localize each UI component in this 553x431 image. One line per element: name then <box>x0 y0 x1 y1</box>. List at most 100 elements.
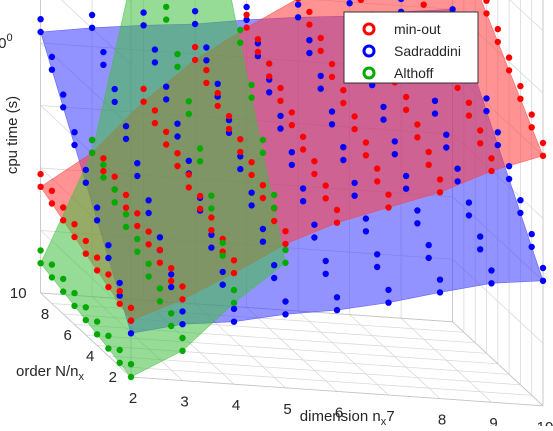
data-point-sadraddini <box>425 241 432 249</box>
x-tick-label: 8 <box>438 412 446 426</box>
data-point-min-out <box>134 210 141 217</box>
x-tick-label: 3 <box>180 394 188 411</box>
data-point-sadraddini <box>191 20 199 28</box>
data-point-sadraddini <box>477 233 484 240</box>
data-point-min-out <box>402 93 410 101</box>
data-point-althoff <box>60 288 67 295</box>
data-point-althoff <box>282 246 289 254</box>
data-point-althoff <box>196 158 204 165</box>
data-point-althoff <box>282 259 289 266</box>
data-point-althoff <box>37 247 44 254</box>
data-point-min-out <box>266 60 273 67</box>
data-point-sadraddini <box>140 9 147 16</box>
data-point-min-out <box>243 24 250 31</box>
data-point-min-out <box>105 283 112 291</box>
data-point-sadraddini <box>402 172 410 180</box>
data-point-min-out <box>100 167 107 175</box>
data-point-min-out <box>517 95 524 102</box>
data-point-min-out <box>254 48 262 56</box>
y-tick-label: 8 <box>41 306 49 323</box>
data-point-althoff <box>156 285 164 292</box>
data-point-min-out <box>151 107 159 114</box>
data-point-sadraddini <box>271 262 278 269</box>
x-axis-label-subscript: x <box>381 416 387 426</box>
data-point-min-out <box>277 84 284 92</box>
data-point-min-out <box>282 240 289 248</box>
data-point-althoff <box>248 81 255 89</box>
data-point-sadraddini <box>116 279 123 287</box>
data-point-min-out <box>162 141 170 148</box>
data-point-sadraddini <box>374 251 381 258</box>
data-point-sadraddini <box>454 178 461 185</box>
data-point-sadraddini <box>465 212 473 219</box>
data-point-sadraddini <box>488 267 495 274</box>
data-point-min-out <box>254 36 262 43</box>
data-point-sadraddini <box>162 96 170 103</box>
data-point-min-out <box>225 125 233 133</box>
data-point-althoff <box>88 149 96 156</box>
data-point-sadraddini <box>299 197 307 205</box>
data-point-sadraddini <box>311 234 318 241</box>
data-point-min-out <box>494 25 501 33</box>
data-point-sadraddini <box>539 264 547 272</box>
data-point-althoff <box>259 149 267 156</box>
data-point-min-out <box>93 267 101 274</box>
data-point-sadraddini <box>340 156 347 164</box>
data-point-sadraddini <box>271 274 278 282</box>
data-point-min-out <box>488 167 495 175</box>
data-point-althoff <box>82 316 89 324</box>
data-point-sadraddini <box>140 22 147 29</box>
data-point-sadraddini <box>488 280 495 287</box>
data-point-min-out <box>333 219 341 226</box>
data-point-althoff <box>185 98 192 105</box>
data-point-min-out <box>420 1 427 8</box>
data-point-sadraddini <box>203 57 210 64</box>
data-point-sadraddini <box>37 16 44 23</box>
data-point-sadraddini <box>162 83 170 90</box>
data-point-sadraddini <box>93 204 101 211</box>
data-point-sadraddini <box>436 276 444 283</box>
data-point-sadraddini <box>380 103 387 111</box>
data-point-sadraddini <box>266 89 273 96</box>
axis-box-edge <box>452 321 544 407</box>
axis-box-edge <box>130 376 544 407</box>
legend: min-out Sadraddini Althoff <box>343 11 479 84</box>
data-point-min-out <box>306 21 313 28</box>
data-point-althoff <box>71 289 78 297</box>
data-point-sadraddini <box>333 306 341 314</box>
data-point-sadraddini <box>208 244 215 251</box>
data-point-sadraddini <box>311 221 318 228</box>
data-point-min-out <box>225 112 233 120</box>
data-point-min-out <box>465 99 473 106</box>
data-point-sadraddini <box>167 271 175 278</box>
data-point-sadraddini <box>539 277 547 284</box>
data-point-min-out <box>483 10 490 17</box>
data-point-min-out <box>111 173 118 180</box>
data-point-althoff <box>127 373 135 381</box>
data-point-min-out <box>230 269 238 277</box>
data-point-sadraddini <box>111 98 118 106</box>
data-point-sadraddini <box>259 238 267 245</box>
data-point-min-out <box>185 171 192 178</box>
data-point-min-out <box>299 146 307 153</box>
data-point-sadraddini <box>277 112 284 120</box>
data-point-althoff <box>37 260 44 267</box>
data-point-althoff <box>48 261 56 268</box>
data-point-sadraddini <box>317 85 324 92</box>
data-point-sadraddini <box>333 294 341 301</box>
data-point-sadraddini <box>100 48 107 56</box>
data-point-sadraddini <box>60 91 67 98</box>
data-point-min-out <box>311 157 318 165</box>
data-point-althoff <box>230 299 238 307</box>
y-axis-label-text: order N/n <box>16 363 79 380</box>
data-point-sadraddini <box>465 199 473 206</box>
data-point-sadraddini <box>454 165 461 172</box>
data-point-althoff <box>145 260 152 267</box>
data-point-sadraddini <box>100 61 107 69</box>
data-point-min-out <box>122 204 130 211</box>
legend-label-min-out: min-out <box>394 21 441 37</box>
data-point-sadraddini <box>494 141 501 149</box>
data-point-min-out <box>295 0 301 2</box>
data-point-min-out <box>145 228 152 235</box>
